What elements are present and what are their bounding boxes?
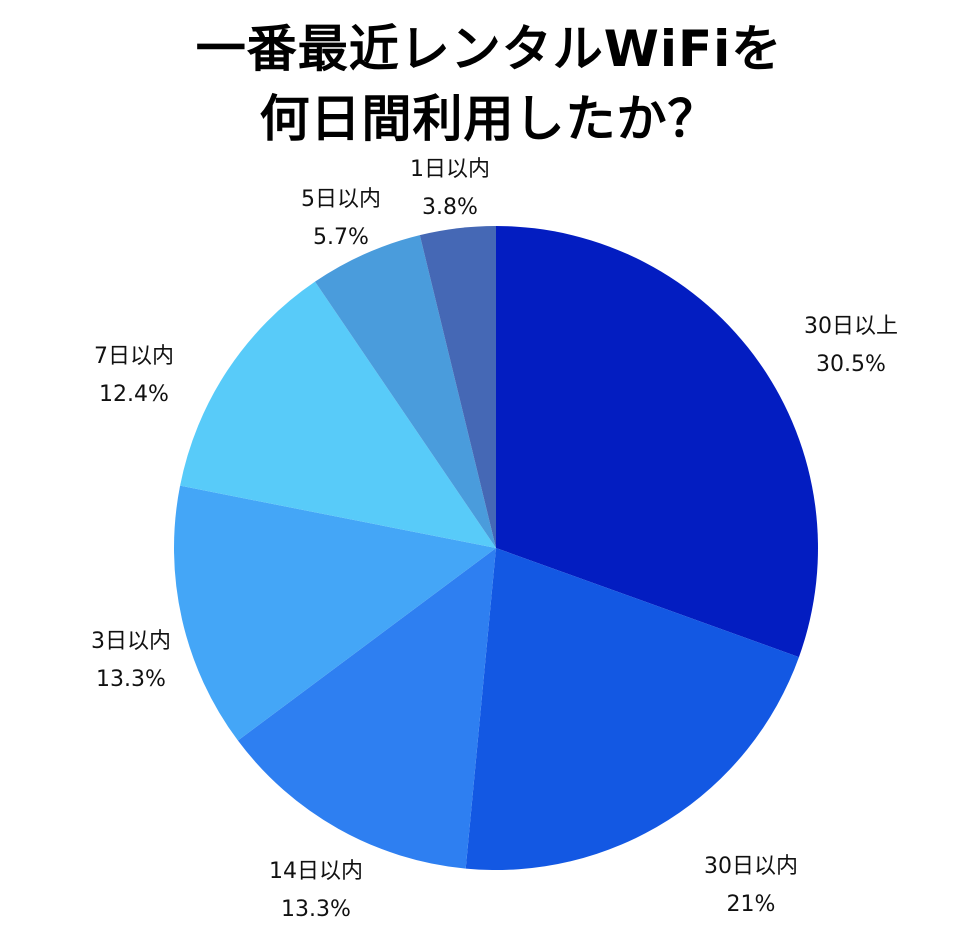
slice-name-label: 3日以内 (91, 629, 171, 654)
slice-name-label: 14日以内 (269, 859, 363, 884)
slice-value-label: 13.3% (281, 897, 351, 922)
pie-slice-6 (315, 235, 496, 548)
slice-value-label: 3.8% (422, 195, 478, 220)
chart-title-line-2: 何日間利用したか？ (259, 90, 719, 148)
pie-slices (174, 226, 818, 870)
slice-name-label: 7日以内 (94, 344, 174, 369)
slice-name-label: 5日以内 (301, 187, 381, 212)
slice-name-label: 30日以内 (704, 854, 798, 879)
slice-value-label: 12.4% (99, 382, 169, 407)
pie-slice-3 (237, 548, 496, 869)
slice-value-label: 30.5% (816, 352, 886, 377)
slice-value-label: 13.3% (96, 667, 166, 692)
pie-slice-4 (174, 485, 496, 741)
pie-slice-1 (496, 226, 818, 658)
slice-value-label: 5.7% (313, 225, 369, 250)
chart-title-line-1: 一番最近レンタルWiFiを (195, 20, 783, 78)
pie-slice-5 (180, 281, 496, 548)
slice-name-label: 30日以上 (804, 314, 898, 339)
pie-labels: 30日以上 30.5% 30日以内 21% 14日以内 13.3% 3日以内 13.3% 7日以… (91, 157, 898, 922)
pie-slice-2 (465, 548, 799, 870)
slice-value-label: 21% (727, 892, 776, 917)
pie-slice-7 (419, 226, 496, 548)
slice-name-label: 1日以内 (410, 157, 490, 182)
